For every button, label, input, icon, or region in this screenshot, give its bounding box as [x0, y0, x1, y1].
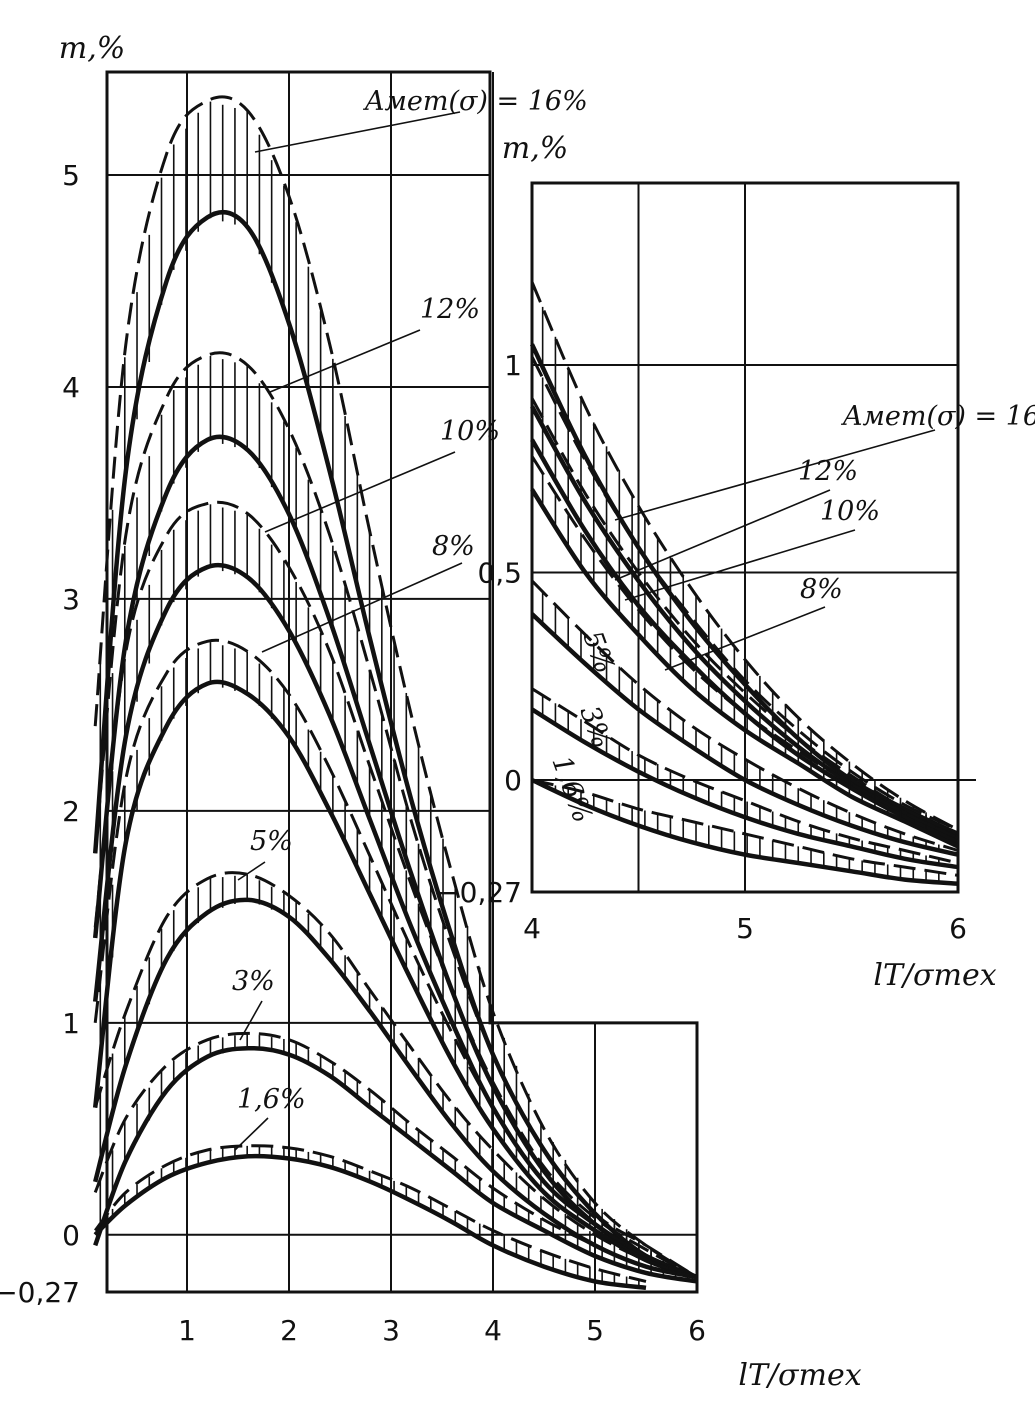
x-tick-label: 3: [382, 1314, 400, 1347]
y-tick-label: 4: [62, 371, 80, 404]
series-line-dashed: [94, 1144, 647, 1283]
y-tick-label: 5: [62, 159, 80, 192]
series-label: Aмет(σ) = 16%: [362, 86, 588, 117]
series-4: [530, 579, 959, 857]
y-axis-label: m,%: [502, 131, 569, 166]
label-leader-line: [614, 489, 831, 581]
series-line-solid: [92, 434, 698, 1280]
label-leader-line: [261, 562, 463, 653]
y-tick-label: 2: [62, 795, 80, 828]
y-tick-label: 1: [504, 349, 522, 382]
label-leader-line: [237, 861, 266, 881]
label-leader-line: [624, 529, 856, 601]
series-line-solid: [530, 707, 959, 870]
series-line-dashed: [93, 638, 698, 1279]
x-tick-label: 5: [586, 1314, 604, 1347]
series-line-solid: [92, 679, 698, 1280]
plot-frame: [105, 70, 699, 1294]
series-label: 1,6%: [237, 1084, 306, 1115]
series-label: Aмет(σ) = 16%: [840, 401, 1035, 432]
series-label: 8%: [800, 574, 843, 605]
series-line-dashed: [93, 95, 698, 1279]
y-tick-label: 0,5: [477, 556, 522, 589]
series-label: 5%: [576, 627, 620, 678]
x-tick-label: 5: [736, 912, 754, 945]
label-leader-line: [264, 451, 456, 533]
inset-chart: Aмет(σ) = 16%12%10%8%5%3%1,6%00,51−0,274…: [436, 131, 1035, 993]
grid: [532, 183, 959, 892]
label-leader-line: [239, 1000, 263, 1041]
series-label: 12%: [420, 294, 480, 325]
x-tick-label: 1: [178, 1314, 196, 1347]
series-6: [93, 1144, 647, 1291]
x-axis-label: lT/σтех: [738, 1358, 861, 1393]
series-line-dashed: [93, 1031, 698, 1279]
y-tick-label: 0: [62, 1219, 80, 1252]
y-tick-label: 0: [504, 764, 522, 797]
series-line-solid: [531, 777, 959, 886]
series-label: 8%: [432, 531, 475, 562]
x-tick-label: 4: [523, 912, 541, 945]
x-tick-label: 2: [280, 1314, 298, 1347]
y-tick-label: −0,27: [436, 876, 522, 909]
series-1: [92, 351, 698, 1280]
series-line-dashed: [530, 397, 959, 836]
series-label: 10%: [440, 416, 500, 447]
series-line-dashed: [531, 687, 959, 865]
series-line-dashed: [93, 871, 698, 1279]
series-line-solid: [530, 405, 959, 841]
series-line-dashed: [530, 356, 959, 832]
x-tick-label: 4: [484, 1314, 502, 1347]
main-chart: Aмет(σ) = 16% 12% 10% 8% 5% 3% 1,6% 0 1 2 3 4 5 −0,27…: [0, 31, 862, 1393]
series-line-solid: [530, 612, 959, 857]
series-label: 10%: [820, 496, 880, 527]
series-line-solid: [93, 897, 698, 1280]
series-line-dashed: [530, 455, 959, 840]
series-label: 5%: [250, 826, 293, 857]
series-line-solid: [530, 488, 959, 849]
series-label: 3%: [573, 702, 617, 753]
label-leader-line: [254, 111, 461, 153]
x-axis-label: lT/σтех: [873, 958, 996, 993]
series-line-dashed: [530, 281, 959, 832]
series-3: [530, 455, 959, 849]
series-line-dashed: [530, 579, 959, 852]
series-6: [531, 777, 959, 886]
y-axis-label: m,%: [59, 31, 126, 66]
series-5: [530, 687, 959, 870]
series-line-solid: [93, 1046, 698, 1284]
y-tick-label: −0,27: [0, 1276, 80, 1309]
plot-frame: [530, 181, 960, 894]
series-line-dashed: [531, 778, 959, 877]
label-leader-line: [664, 606, 826, 671]
y-tick-label: 1: [62, 1007, 80, 1040]
series-label: 3%: [232, 966, 275, 997]
x-tick-label: 6: [688, 1314, 706, 1347]
series-label: 12%: [798, 456, 858, 487]
x-tick-label: 6: [949, 912, 967, 945]
series-4: [93, 871, 698, 1280]
label-leader-line: [234, 1117, 269, 1151]
series-3: [92, 638, 698, 1280]
label-leader-line: [269, 329, 421, 393]
series-5: [93, 1031, 698, 1284]
series-line-solid: [93, 1153, 647, 1291]
label-leader-line: [614, 429, 936, 521]
series-line-dashed: [93, 500, 698, 1279]
y-tick-label: 3: [62, 583, 80, 616]
series-line-dashed: [93, 351, 698, 1279]
